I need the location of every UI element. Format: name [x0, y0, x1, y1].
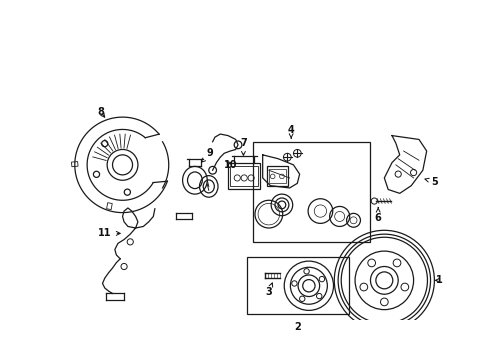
- Bar: [247, 257, 349, 314]
- Text: 4: 4: [288, 125, 294, 138]
- Text: 5: 5: [425, 177, 438, 187]
- Bar: [230, 166, 258, 186]
- Text: 10: 10: [223, 160, 237, 170]
- Bar: [228, 163, 260, 189]
- Bar: [267, 166, 288, 186]
- Bar: [253, 142, 370, 242]
- Text: 8: 8: [98, 108, 105, 117]
- Text: 9: 9: [201, 148, 214, 162]
- Text: 3: 3: [266, 283, 273, 297]
- Bar: [72, 162, 78, 167]
- Text: 7: 7: [240, 138, 247, 155]
- Text: 11: 11: [98, 228, 120, 238]
- Bar: [107, 203, 112, 210]
- Bar: [269, 170, 286, 183]
- Text: 2: 2: [294, 322, 301, 332]
- Text: 6: 6: [375, 207, 382, 223]
- Text: 1: 1: [436, 275, 443, 285]
